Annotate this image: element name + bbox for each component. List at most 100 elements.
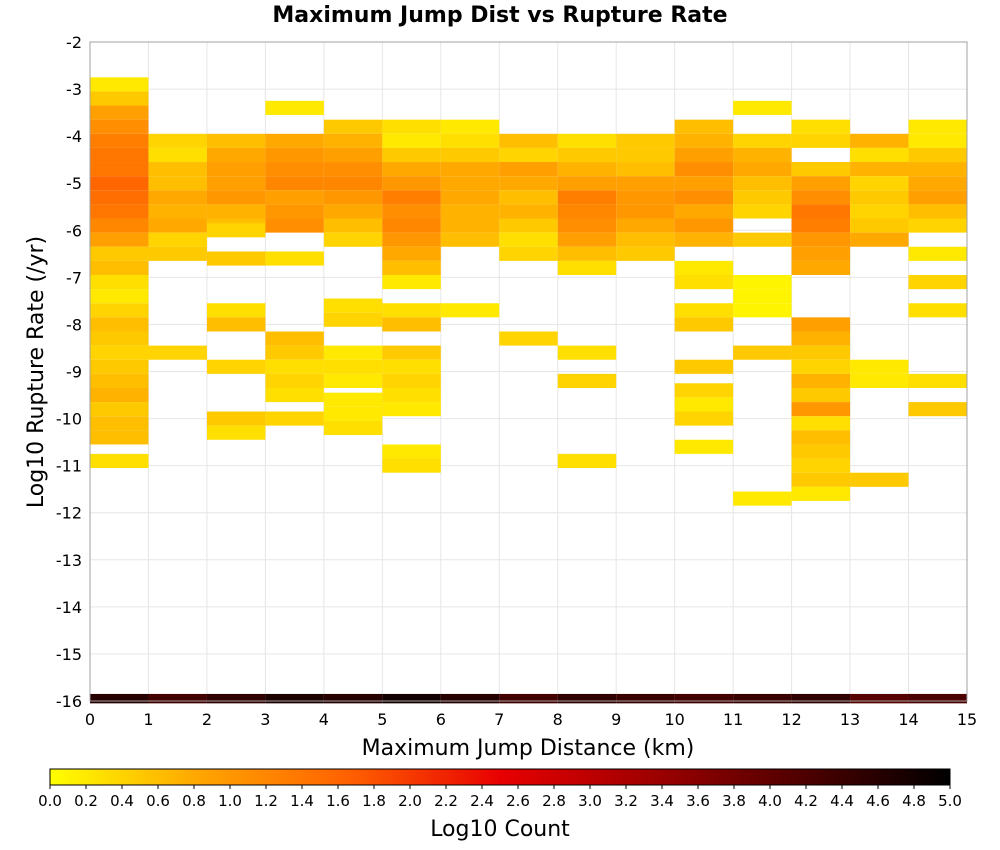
- y-tick-label: -6: [66, 221, 82, 240]
- heatmap-cell: [206, 204, 266, 219]
- colorbar-tick-label: 0.2: [74, 792, 98, 810]
- y-axis-ticks: -16 -15 -14 -13 -12 -11 -10 -9 -8 -7 -6 -5 -4 -3 -2: [56, 33, 82, 711]
- y-tick-label: -11: [56, 457, 82, 476]
- heatmap-cell: [499, 331, 558, 346]
- heatmap-cell: [616, 147, 675, 163]
- heatmap-cell: [90, 373, 149, 388]
- heatmap-cell: [850, 176, 909, 191]
- heatmap-cell: [850, 147, 909, 163]
- heatmap-cell: [440, 119, 500, 134]
- heatmap-cell: [440, 176, 500, 191]
- heatmap-cell: [382, 444, 441, 459]
- y-tick-label: -5: [66, 174, 82, 193]
- heatmap-cell: [90, 77, 149, 92]
- y-tick-label: -10: [56, 410, 82, 429]
- heatmap-cell: [791, 176, 851, 191]
- heatmap-cell: [206, 317, 266, 332]
- heatmap-cell: [148, 246, 207, 261]
- heatmap-cell: [557, 453, 617, 468]
- heatmap-cell: [90, 91, 149, 106]
- heatmap-cell: [557, 345, 617, 360]
- heatmap-cell: [323, 420, 383, 436]
- heatmap-cell: [206, 162, 266, 177]
- heatmap-cell: [265, 176, 324, 191]
- heatmap-cell: [382, 260, 441, 276]
- colorbar-tick-label: 1.0: [218, 792, 242, 810]
- heatmap-cell-bottom: [791, 693, 851, 704]
- heatmap-cell: [440, 218, 500, 233]
- heatmap-cell: [440, 232, 500, 247]
- heatmap-cell: [791, 402, 851, 417]
- heatmap-cell: [733, 303, 792, 318]
- heatmap-cell: [90, 119, 149, 134]
- heatmap-cell: [440, 162, 500, 177]
- heatmap-cell: [791, 359, 851, 374]
- heatmap-cell: [323, 190, 383, 205]
- heatmap-cell: [323, 392, 383, 407]
- heatmap-cell: [791, 246, 851, 261]
- heatmap-cell-bottom: [323, 693, 383, 704]
- x-tick-label: 7: [494, 710, 504, 729]
- heatmap-cell: [674, 218, 734, 233]
- heatmap-cell: [499, 204, 558, 219]
- heatmap-cell: [674, 275, 734, 290]
- heatmap-cell: [90, 430, 149, 445]
- heatmap-cell: [90, 190, 149, 205]
- colorbar-tick-label: 1.2: [254, 792, 278, 810]
- y-tick-label: -2: [66, 33, 82, 52]
- y-tick-label: -9: [66, 363, 82, 382]
- heatmap-cell: [323, 162, 383, 177]
- heatmap-cell-bottom: [90, 693, 149, 704]
- heatmap-cell: [850, 133, 909, 148]
- heatmap-cell: [148, 147, 207, 163]
- heatmap-cell: [791, 444, 851, 459]
- y-tick-label: -8: [66, 315, 82, 334]
- heatmap-cell: [382, 176, 441, 191]
- heatmap-cell: [791, 486, 851, 501]
- heatmap-cell: [791, 119, 851, 134]
- heatmap-cell: [557, 246, 617, 261]
- heatmap-cell: [499, 133, 558, 148]
- heatmap-cell: [382, 303, 441, 318]
- heatmap-cell: [557, 162, 617, 177]
- heatmap-cell: [791, 458, 851, 473]
- heatmap-cell: [206, 190, 266, 205]
- heatmap-cell: [265, 100, 324, 115]
- heatmap-cell: [323, 406, 383, 421]
- heatmap-cell: [90, 345, 149, 360]
- x-tick-label: 8: [553, 710, 563, 729]
- x-axis-label: Maximum Jump Distance (km): [362, 736, 695, 761]
- colorbar-tick-label: 0.4: [110, 792, 134, 810]
- heatmap-cell: [90, 105, 149, 120]
- y-tick-label: -3: [66, 80, 82, 99]
- x-tick-label: 3: [260, 710, 270, 729]
- colorbar-tick-label: 4.4: [830, 792, 854, 810]
- heatmap-cell: [674, 232, 734, 247]
- heatmap-cell: [733, 190, 792, 205]
- heatmap-cell: [440, 147, 500, 163]
- heatmap-cell: [733, 345, 792, 360]
- heatmap-cell: [323, 176, 383, 191]
- colorbar-tick-label: 0.0: [38, 792, 62, 810]
- heatmap-cell: [90, 176, 149, 191]
- heatmap-cell: [733, 100, 792, 115]
- heatmap-cell: [850, 232, 909, 247]
- heatmap-cell: [791, 345, 851, 360]
- heatmap-cell: [382, 147, 441, 163]
- heatmap-cell: [206, 133, 266, 148]
- heatmap-cell: [850, 204, 909, 219]
- heatmap-cell: [265, 133, 324, 148]
- heatmap-cell: [499, 162, 558, 177]
- heatmap-cell: [499, 218, 558, 233]
- heatmap-cell: [733, 289, 792, 304]
- heatmap-cell: [674, 162, 734, 177]
- heatmap-cell: [557, 133, 617, 148]
- heatmap-cell: [616, 232, 675, 247]
- heatmap-cell: [440, 303, 500, 318]
- heatmap-cell: [791, 472, 851, 487]
- x-tick-label: 12: [781, 710, 801, 729]
- heatmap-cell: [323, 312, 383, 327]
- heatmap-cell: [90, 147, 149, 163]
- heatmap-cell: [323, 373, 383, 388]
- heatmap-cell: [382, 317, 441, 332]
